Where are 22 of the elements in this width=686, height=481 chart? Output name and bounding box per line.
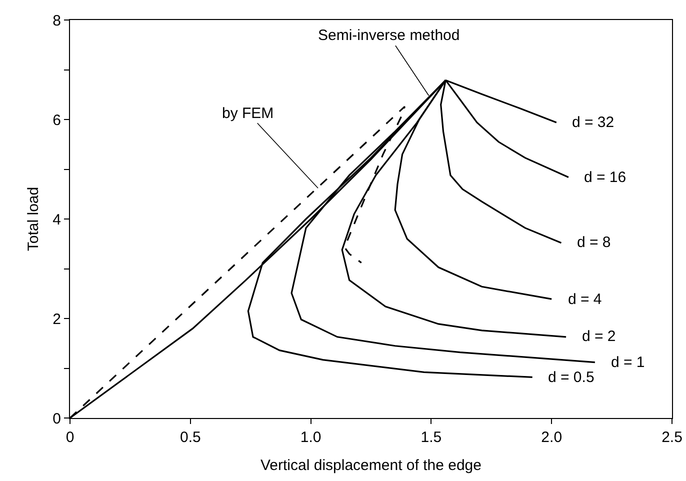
series-label: d = 32: [572, 114, 614, 131]
y-tick-label: 2: [52, 310, 61, 328]
series-label: d = 16: [584, 169, 626, 186]
y-tick-label: 0: [52, 410, 61, 428]
x-tick-label: 1.0: [300, 429, 322, 446]
x-axis-title: Vertical displacement of the edge: [260, 457, 482, 474]
x-tick-label: 0: [66, 429, 74, 446]
series-label: d = 2: [582, 328, 616, 345]
series-label: d = 8: [577, 234, 611, 251]
x-tick-label: 2.5: [662, 429, 682, 446]
series-label: d = 0.5: [548, 369, 594, 386]
annotation: Semi-inverse method: [318, 27, 460, 44]
series-label: d = 1: [611, 354, 645, 371]
x-tick-label: 0.5: [180, 429, 201, 446]
annotation: by FEM: [222, 105, 274, 122]
y-tick-label: 4: [52, 211, 61, 228]
x-tick-label: 1.5: [420, 429, 442, 446]
y-tick-label: 8: [52, 12, 61, 30]
x-tick-label: 2.0: [541, 429, 562, 446]
y-tick-label: 6: [52, 112, 61, 129]
series-label: d = 4: [568, 291, 602, 308]
y-axis-title: Total load: [24, 186, 42, 252]
